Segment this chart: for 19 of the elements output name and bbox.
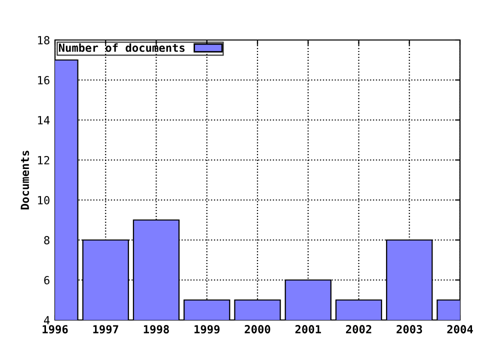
x-tick-label: 2002 (346, 325, 372, 334)
y-tick-label: 14 (38, 116, 50, 124)
y-tick-label: 18 (38, 36, 50, 44)
y-tick-label: 12 (38, 156, 50, 164)
x-tick-label: 1999 (194, 325, 220, 334)
y-tick-label: 10 (38, 196, 50, 204)
y-tick-label: 16 (38, 76, 50, 84)
legend-label: Number of documents (58, 43, 185, 52)
y-tick-label: 8 (44, 236, 50, 244)
y-tick-label: 6 (44, 276, 50, 284)
x-tick-label: 2003 (396, 325, 422, 334)
x-tick-label: 1997 (93, 325, 118, 334)
x-tick-label: 1998 (144, 325, 169, 334)
x-tick-label: 2000 (244, 325, 270, 334)
x-tick-label: 2004 (447, 325, 473, 334)
y-axis-title: Documents (20, 150, 30, 210)
x-tick-label: 1996 (42, 325, 68, 334)
x-tick-label: 2001 (295, 325, 321, 334)
y-tick-label: 4 (44, 316, 50, 324)
